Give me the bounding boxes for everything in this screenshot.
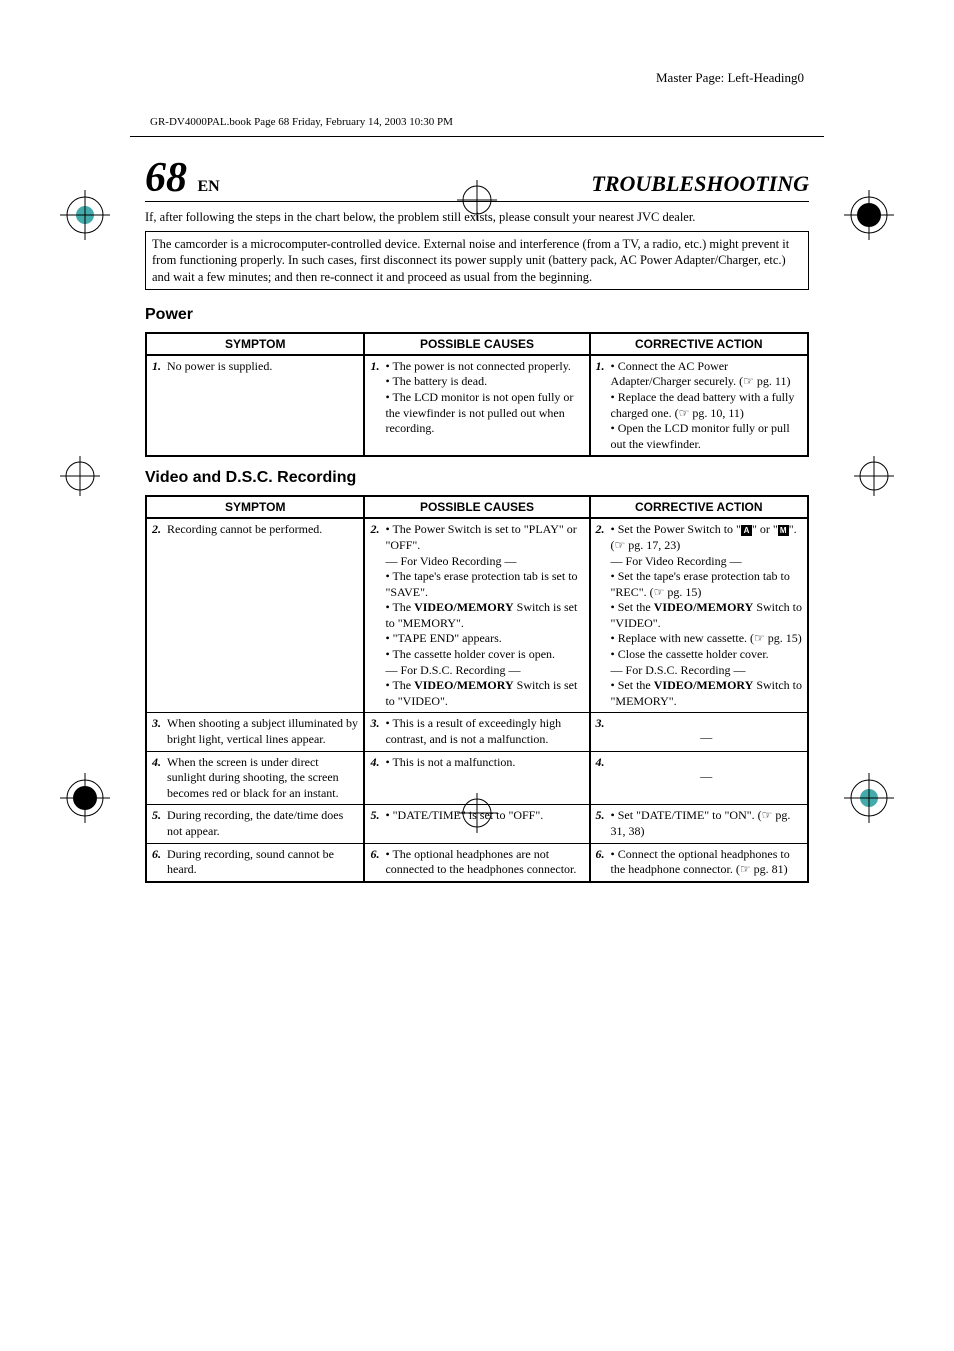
crop-mark-br — [844, 773, 894, 823]
crop-mark-ml — [60, 456, 100, 496]
row-index: 3. — [152, 716, 161, 747]
table-header: SYMPTOM — [146, 496, 364, 518]
row-index: 5. — [370, 808, 379, 824]
action-text: — — [611, 716, 802, 746]
causes-cell: 6.• The optional headphones are not conn… — [364, 843, 589, 882]
crop-mark-mt — [457, 180, 497, 220]
table-header: SYMPTOM — [146, 333, 364, 355]
action-cell: 5.• Set "DATE/TIME" to "ON". (☞ pg. 31, … — [590, 805, 808, 843]
symptom-cell: 6.During recording, sound cannot be hear… — [146, 843, 364, 882]
causes-text: • The optional headphones are not connec… — [385, 847, 583, 878]
causes-cell: 2.• The Power Switch is set to "PLAY" or… — [364, 518, 589, 713]
causes-text: • This is not a malfunction. — [385, 755, 515, 771]
header-rule — [130, 136, 824, 137]
action-text: • Set "DATE/TIME" to "ON". (☞ pg. 31, 38… — [611, 808, 802, 839]
action-text: • Set the Power Switch to "A" or "M". (☞… — [611, 522, 802, 709]
action-cell: 3.— — [590, 713, 808, 751]
table-header: POSSIBLE CAUSES — [364, 496, 589, 518]
crop-mark-tr — [844, 190, 894, 240]
action-text: • Connect the optional headphones to the… — [611, 847, 802, 878]
action-cell: 2.• Set the Power Switch to "A" or "M". … — [590, 518, 808, 713]
row-index: 6. — [370, 847, 379, 878]
row-index: 3. — [370, 716, 379, 747]
symptom-text: Recording cannot be performed. — [167, 522, 322, 538]
table-header: POSSIBLE CAUSES — [364, 333, 589, 355]
symptom-cell: 4.When the screen is under direct sunlig… — [146, 751, 364, 805]
action-cell: 4.— — [590, 751, 808, 805]
row-index: 1. — [152, 359, 161, 375]
subsection-heading: Power — [145, 306, 809, 324]
table-header: CORRECTIVE ACTION — [590, 333, 808, 355]
row-index: 5. — [596, 808, 605, 839]
crop-mark-mr — [854, 456, 894, 496]
symptom-text: No power is supplied. — [167, 359, 272, 375]
book-header: GR-DV4000PAL.book Page 68 Friday, Februa… — [150, 116, 954, 128]
action-cell: 6.• Connect the optional headphones to t… — [590, 843, 808, 882]
action-text: • Connect the AC Power Adapter/Charger s… — [611, 359, 802, 453]
crop-mark-mb — [457, 793, 497, 833]
row-index: 4. — [370, 755, 379, 771]
row-index: 1. — [596, 359, 605, 453]
causes-text: • The Power Switch is set to "PLAY" or "… — [385, 522, 583, 709]
note-box: The camcorder is a microcomputer-control… — [145, 231, 809, 290]
table-header: CORRECTIVE ACTION — [590, 496, 808, 518]
row-index: 1. — [370, 359, 379, 437]
page-number: 68 EN — [145, 157, 220, 199]
symptom-text: During recording, sound cannot be heard. — [167, 847, 358, 878]
section-title: TROUBLESHOOTING — [591, 171, 809, 197]
subsection-heading: Video and D.S.C. Recording — [145, 469, 809, 487]
symptom-text: During recording, the date/time does not… — [167, 808, 358, 839]
symptom-text: When the screen is under direct sunlight… — [167, 755, 358, 802]
row-index: 2. — [596, 522, 605, 709]
row-index: 3. — [596, 716, 605, 746]
troubleshooting-table: SYMPTOMPOSSIBLE CAUSESCORRECTIVE ACTION1… — [145, 332, 809, 458]
causes-text: • The power is not connected properly.• … — [385, 359, 583, 437]
symptom-cell: 1. No power is supplied. — [146, 355, 364, 457]
row-index: 2. — [152, 522, 161, 538]
crop-mark-bl — [60, 773, 110, 823]
causes-text: • This is a result of exceedingly high c… — [385, 716, 583, 747]
crop-mark-tl — [60, 190, 110, 240]
action-text: — — [611, 755, 802, 785]
symptom-cell: 5.During recording, the date/time does n… — [146, 805, 364, 843]
action-cell: 1.• Connect the AC Power Adapter/Charger… — [590, 355, 808, 457]
row-index: 5. — [152, 808, 161, 839]
symptom-cell: 3.When shooting a subject illuminated by… — [146, 713, 364, 751]
page-lang: EN — [198, 178, 220, 195]
symptom-cell: 2. Recording cannot be performed. — [146, 518, 364, 713]
row-index: 4. — [152, 755, 161, 802]
row-index: 6. — [596, 847, 605, 878]
page-number-value: 68 — [145, 155, 187, 201]
row-index: 6. — [152, 847, 161, 878]
row-index: 2. — [370, 522, 379, 709]
causes-cell: 3.• This is a result of exceedingly high… — [364, 713, 589, 751]
causes-cell: 1.• The power is not connected properly.… — [364, 355, 589, 457]
master-page-label: Master Page: Left-Heading0 — [0, 70, 804, 86]
symptom-text: When shooting a subject illuminated by b… — [167, 716, 358, 747]
row-index: 4. — [596, 755, 605, 785]
